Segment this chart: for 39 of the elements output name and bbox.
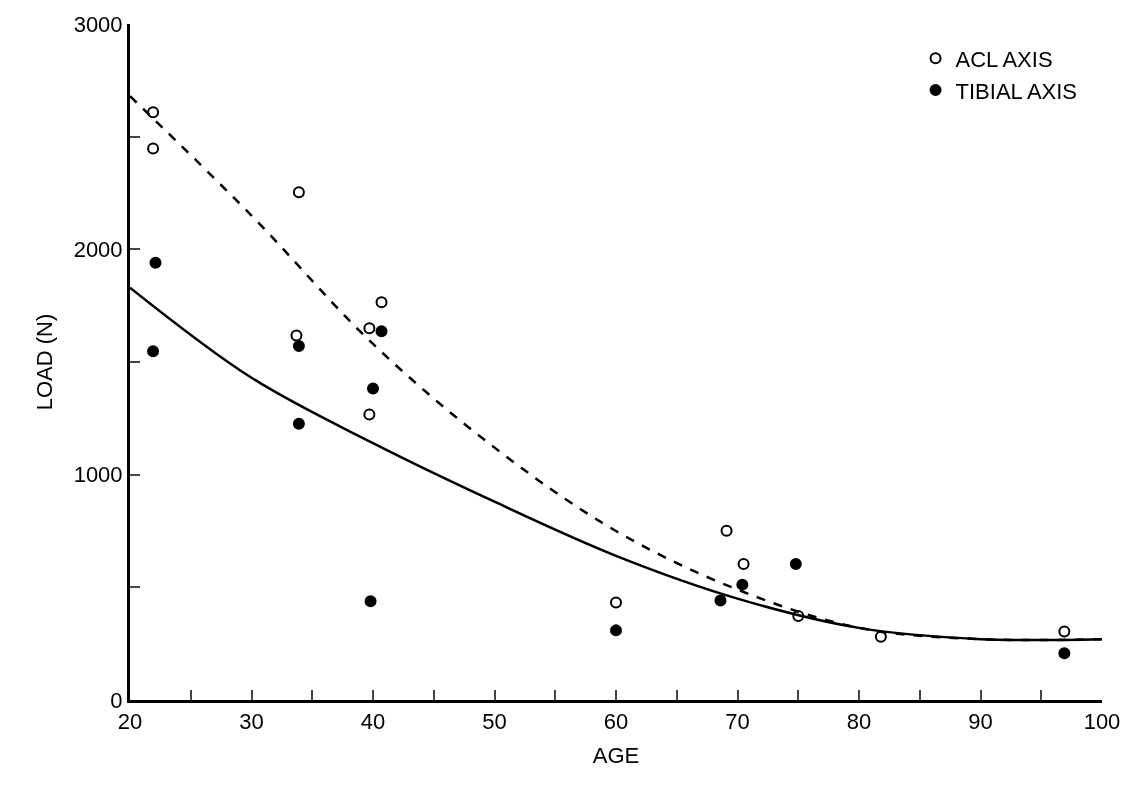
point [292, 417, 305, 430]
x-tick-label: 40 [360, 709, 386, 735]
x-tick-label: 60 [603, 709, 629, 735]
x-tick-label: 80 [846, 709, 872, 735]
point [789, 557, 802, 570]
y-tick-label: 3000 [73, 11, 123, 37]
point [363, 408, 376, 421]
point [147, 106, 160, 119]
x-axis-title: AGE [592, 743, 640, 769]
point [610, 596, 622, 609]
legend-label: TIBIAL AXIS [955, 78, 1078, 104]
point [714, 594, 727, 607]
point [610, 624, 622, 637]
y-axis-title: LOAD (N) [32, 313, 58, 411]
point [147, 345, 160, 358]
point [737, 557, 750, 570]
point [367, 382, 379, 395]
point [375, 325, 388, 338]
point [1058, 647, 1071, 660]
x-tick-label: 90 [968, 709, 993, 735]
point [364, 595, 377, 608]
point [292, 340, 305, 352]
y-tick-label: 2000 [73, 237, 123, 263]
x-tick-label: 30 [239, 709, 264, 735]
legend-label: ACL AXIS [955, 46, 1053, 72]
point [147, 142, 160, 155]
y-tick-label: 1000 [73, 462, 123, 488]
point [792, 609, 805, 622]
point [375, 296, 388, 309]
point [149, 256, 162, 269]
x-tick-label: 100 [1083, 709, 1121, 735]
point [363, 322, 376, 335]
x-tick-label: 50 [482, 709, 507, 735]
point [290, 329, 303, 342]
point [1058, 625, 1071, 638]
point [736, 578, 749, 591]
point [720, 524, 733, 537]
x-tick-label: 70 [725, 709, 750, 735]
point [292, 186, 305, 199]
